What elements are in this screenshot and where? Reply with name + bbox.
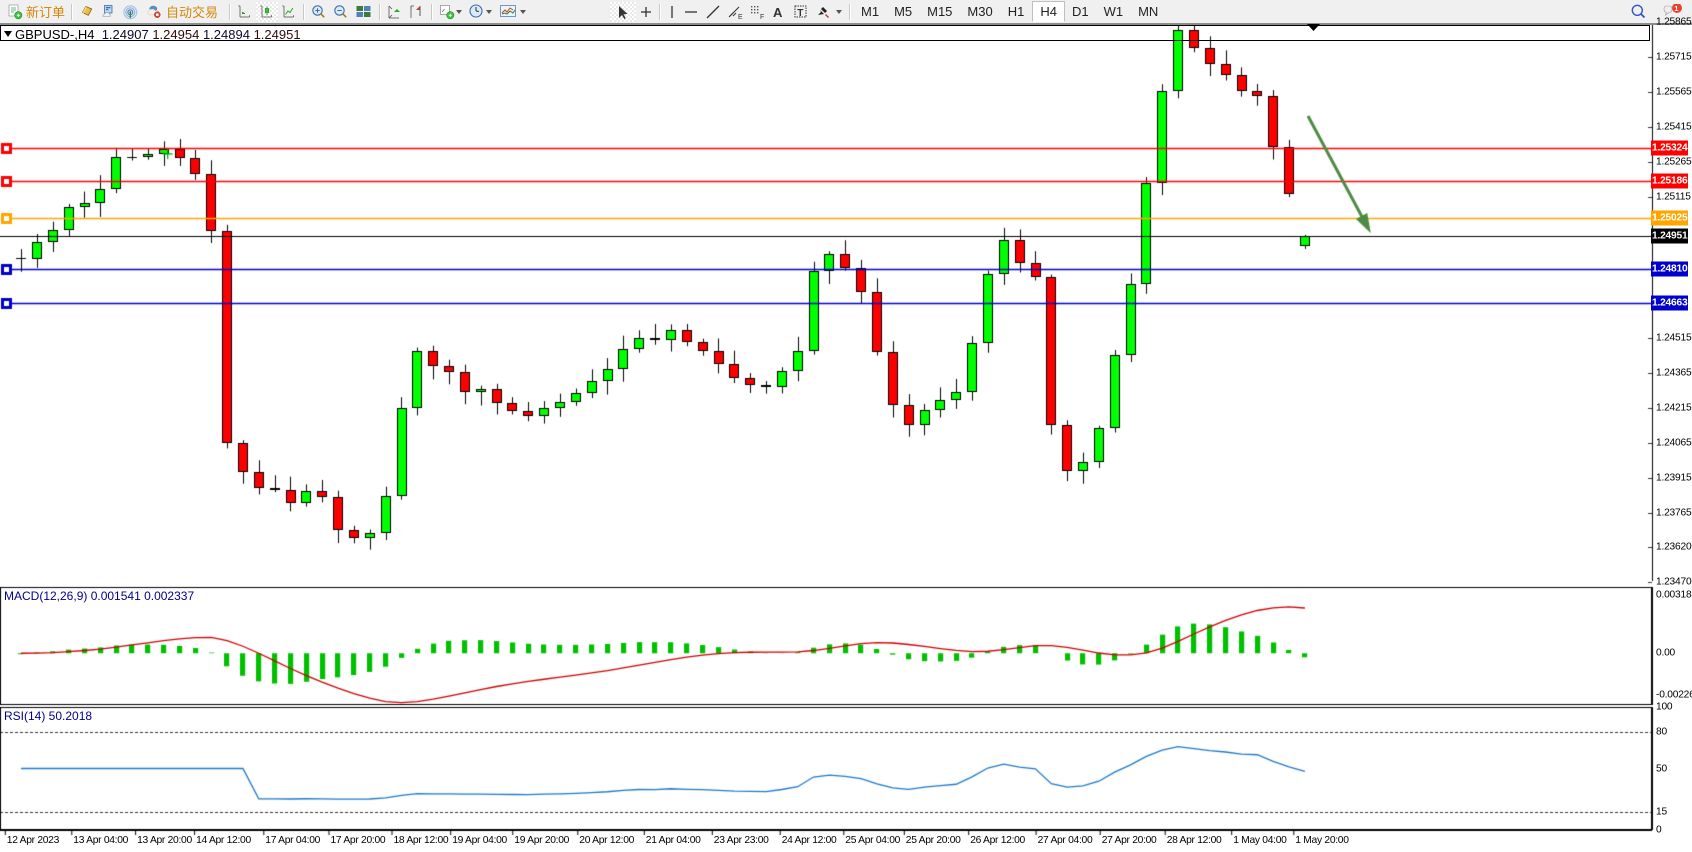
svg-text:E: E [738, 14, 743, 20]
svg-text:A: A [773, 5, 783, 20]
svg-text:T: T [797, 8, 803, 19]
svg-text:1: 1 [1674, 4, 1678, 13]
svg-text:F: F [760, 14, 764, 20]
